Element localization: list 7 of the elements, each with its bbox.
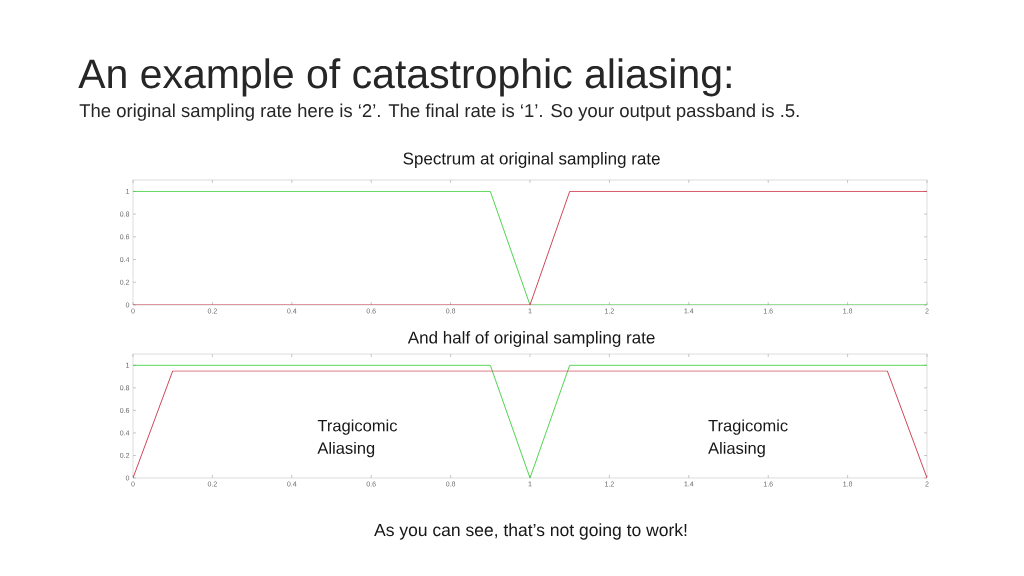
text: As you can see, that’s not going to work!: [374, 523, 687, 540]
chart-title: Spectrum at original sampling rate: [403, 152, 660, 168]
annotation: Tragicomic Aliasing: [708, 419, 788, 458]
text: The original sampling rate here is ‘2’. The final rate is ‘1’. So your output passband is .5.: [79, 103, 799, 121]
annotation: Tragicomic Aliasing: [317, 419, 398, 458]
text: An example of catastrophic aliasing:: [78, 58, 731, 97]
chart-title: And half of original sampling rate: [407, 331, 655, 347]
